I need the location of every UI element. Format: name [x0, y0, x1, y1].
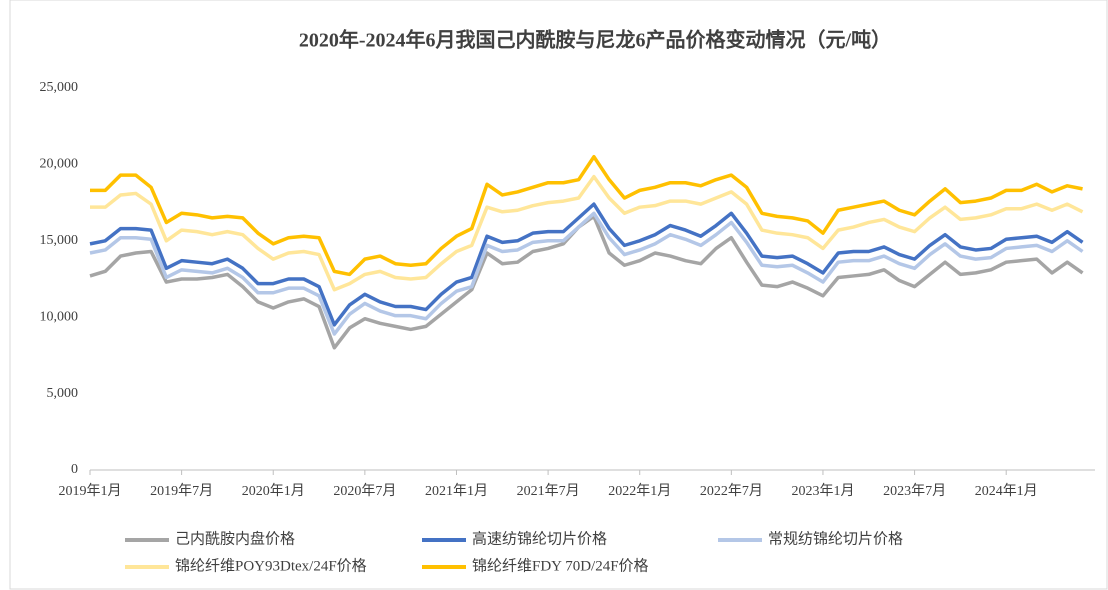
y-tick-label: 25,000: [40, 80, 79, 95]
y-tick-label: 10,000: [40, 309, 79, 324]
legend-label: 高速纺锦纶切片价格: [472, 530, 607, 547]
x-tick-label: 2022年1月: [608, 483, 671, 499]
x-tick-label: 2020年1月: [242, 483, 305, 499]
x-tick-label: 2023年1月: [791, 483, 854, 499]
x-tick-label: 2024年1月: [975, 483, 1038, 499]
y-tick-label: 15,000: [40, 233, 79, 248]
x-tick-label: 2021年7月: [517, 483, 580, 499]
x-tick-label: 2019年7月: [150, 483, 213, 499]
x-tick-label: 2023年7月: [883, 483, 946, 499]
series-line: [90, 174, 1084, 292]
y-tick-label: 20,000: [40, 157, 79, 172]
series-line: [89, 211, 1084, 336]
series-line: [90, 155, 1083, 277]
series-line: [89, 202, 1084, 327]
x-tick-label: 2021年1月: [425, 483, 488, 499]
chart-title: 2020年-2024年6月我国己内酰胺与尼龙6产品价格变动情况（元/吨）: [299, 28, 891, 52]
x-tick-label: 2022年7月: [700, 483, 763, 499]
x-tick-label: 2019年1月: [59, 483, 122, 499]
y-tick-label: 0: [71, 462, 78, 477]
legend-label: 己内酰胺内盘价格: [175, 529, 295, 547]
legend-label: 锦纶纤维FDY 70D/24F价格: [472, 557, 649, 574]
chart-frame: [9, 0, 1108, 590]
y-tick-label: 5,000: [47, 386, 79, 401]
x-tick-label: 2020年7月: [333, 483, 396, 499]
legend-label: 锦纶纤维POY93Dtex/24F价格: [175, 557, 367, 574]
legend-label: 常规纺锦纶切片价格: [768, 530, 903, 547]
